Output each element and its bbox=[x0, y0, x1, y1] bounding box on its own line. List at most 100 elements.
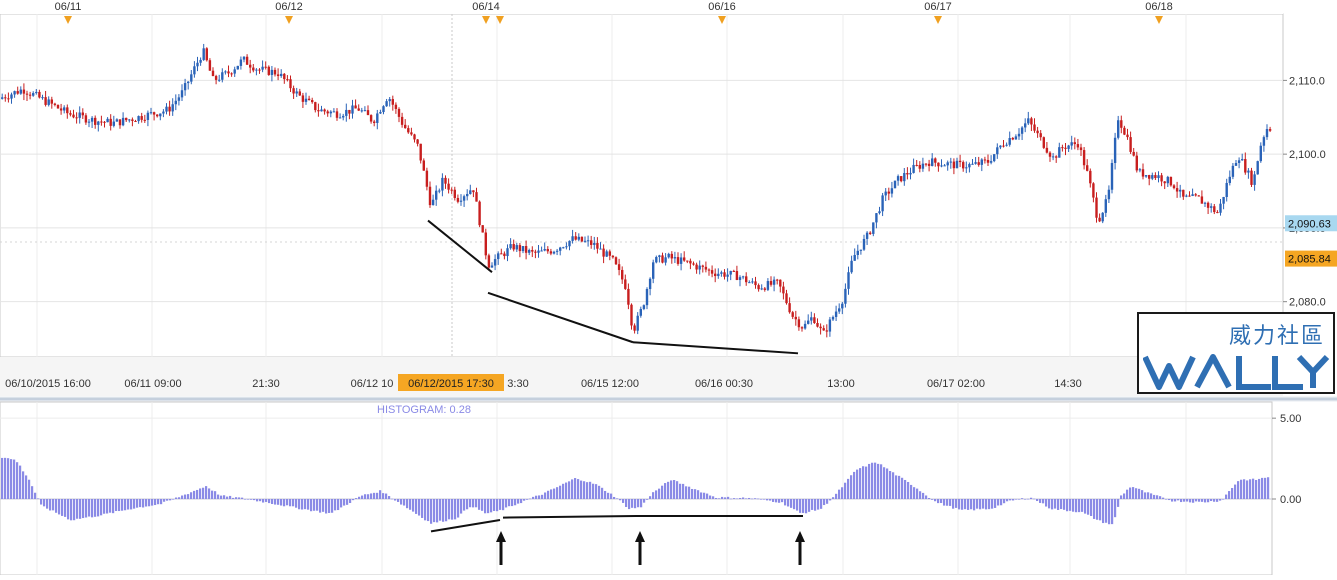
candle-body bbox=[252, 67, 255, 71]
histogram-bar bbox=[724, 497, 727, 500]
histogram-bar bbox=[289, 499, 292, 507]
candle-body bbox=[785, 293, 788, 304]
candle-body bbox=[865, 232, 869, 239]
candle-body bbox=[1163, 181, 1166, 184]
histogram-bar bbox=[862, 466, 865, 500]
histogram-bar bbox=[871, 462, 874, 500]
candle-body bbox=[81, 112, 84, 116]
histogram-bar bbox=[1069, 499, 1072, 511]
candle-body bbox=[1045, 147, 1049, 153]
histogram-bar bbox=[655, 490, 658, 500]
histogram-bar bbox=[442, 499, 445, 522]
candle-body bbox=[993, 154, 996, 162]
histogram-bar bbox=[790, 499, 793, 508]
histogram-bar bbox=[808, 499, 811, 512]
histogram-bar bbox=[166, 499, 169, 501]
candle-body bbox=[1079, 147, 1083, 151]
candle-body bbox=[444, 177, 447, 184]
histogram-bar bbox=[676, 481, 679, 500]
histogram-bar bbox=[394, 499, 397, 501]
histogram-bar bbox=[412, 499, 415, 512]
candle-body bbox=[611, 255, 615, 258]
candle-body bbox=[152, 112, 156, 115]
histogram-bar bbox=[7, 458, 10, 500]
histogram-bar bbox=[919, 491, 922, 500]
price-trendline bbox=[487, 291, 634, 344]
histogram-bar bbox=[430, 499, 433, 524]
histogram-bar bbox=[1207, 499, 1210, 503]
histogram-bar bbox=[1267, 477, 1270, 500]
candle-body bbox=[934, 158, 937, 163]
histogram-bar bbox=[838, 489, 841, 500]
candle-body bbox=[416, 139, 419, 144]
candle-body bbox=[642, 305, 646, 309]
candle-body bbox=[1182, 189, 1185, 197]
histogram-bar bbox=[586, 482, 589, 500]
candle-body bbox=[63, 107, 66, 111]
candle-body bbox=[497, 253, 500, 260]
candle-body bbox=[686, 260, 689, 262]
histogram-bar bbox=[541, 494, 544, 500]
candle-body bbox=[1011, 138, 1014, 140]
histogram-bar bbox=[1063, 499, 1066, 510]
histogram-bar bbox=[805, 499, 808, 514]
histogram-bar bbox=[1036, 499, 1039, 502]
histogram-bar bbox=[859, 468, 862, 500]
histogram-bar bbox=[691, 488, 694, 500]
candle-body bbox=[872, 222, 875, 234]
histogram-bar bbox=[577, 479, 580, 500]
candle-body bbox=[1005, 144, 1008, 146]
histogram-bar bbox=[265, 499, 268, 502]
histogram-bar bbox=[1243, 479, 1246, 500]
histogram-bar bbox=[499, 499, 502, 510]
candle-body bbox=[118, 119, 122, 126]
candle-body bbox=[363, 110, 367, 112]
candle-body bbox=[84, 115, 88, 123]
candle-body bbox=[221, 72, 224, 80]
histogram-bar bbox=[511, 499, 514, 507]
histogram-bar bbox=[157, 499, 160, 505]
histogram-bar bbox=[358, 496, 361, 500]
candle-body bbox=[1141, 169, 1145, 177]
candle-body bbox=[714, 273, 717, 277]
histogram-bar bbox=[709, 495, 712, 500]
candle-body bbox=[1234, 162, 1238, 166]
candle-body bbox=[779, 279, 782, 287]
histogram-bar bbox=[421, 499, 424, 518]
candle-body bbox=[862, 238, 866, 250]
candle-body bbox=[1055, 156, 1058, 158]
histogram-bar bbox=[1039, 499, 1042, 503]
candle-body bbox=[760, 288, 763, 290]
candle-body bbox=[1036, 130, 1039, 134]
candle-body bbox=[918, 164, 921, 169]
candle-body bbox=[373, 121, 376, 123]
candle-body bbox=[940, 165, 943, 167]
histogram-bar bbox=[1066, 499, 1069, 512]
candle-body bbox=[472, 190, 475, 193]
candle-body bbox=[679, 257, 683, 264]
date-marker-label: 06/11 bbox=[55, 1, 82, 13]
candle-body bbox=[1110, 162, 1114, 190]
candle-body bbox=[614, 257, 618, 265]
histogram-bar bbox=[505, 499, 508, 508]
crosshair-time-tag bbox=[398, 374, 504, 391]
candle-body bbox=[484, 232, 487, 256]
candle-body bbox=[41, 97, 44, 99]
histogram-bar bbox=[598, 485, 601, 500]
candle-body bbox=[125, 117, 128, 121]
candle-body bbox=[667, 253, 670, 258]
candle-body bbox=[323, 109, 326, 112]
histogram-bar bbox=[1120, 495, 1123, 500]
histogram-bar bbox=[970, 499, 973, 510]
candle-body bbox=[565, 246, 568, 248]
histogram-bar bbox=[1111, 499, 1114, 525]
histogram-bar bbox=[532, 496, 535, 500]
histogram-bar bbox=[1177, 499, 1180, 501]
candle-body bbox=[1, 97, 4, 99]
histogram-bar bbox=[718, 498, 721, 500]
histogram-bar bbox=[136, 499, 139, 508]
candle-body bbox=[850, 260, 853, 273]
histogram-bar bbox=[688, 486, 691, 500]
histogram-bar bbox=[1006, 499, 1009, 502]
candle-body bbox=[903, 173, 906, 182]
